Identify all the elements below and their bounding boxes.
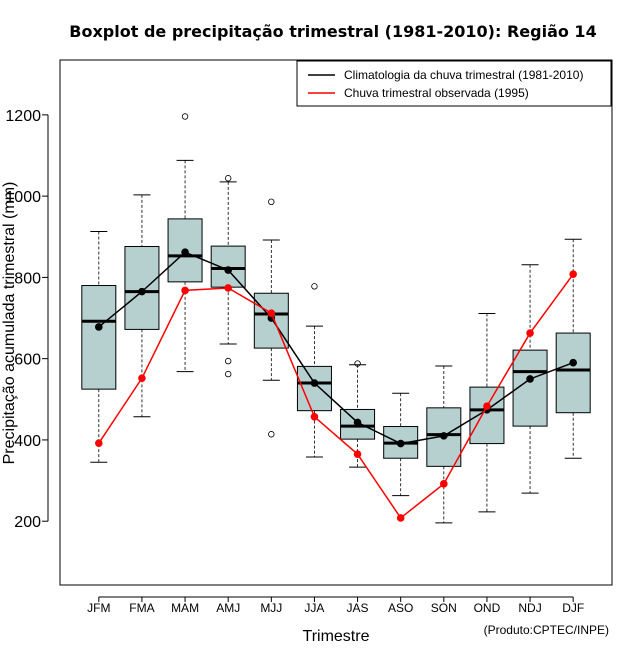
x-tick-label: NDJ	[518, 601, 541, 615]
series-observed	[95, 270, 577, 522]
y-axis-title: Precipitação acumulada trimestral (mm)	[1, 182, 18, 465]
x-tick-label: JJA	[304, 601, 324, 615]
series-point	[181, 286, 189, 295]
series-point	[440, 432, 448, 440]
y-tick-label: 600	[14, 352, 41, 369]
legend: Climatologia da chuva trimestral (1981-2…	[296, 60, 612, 107]
outlier-point	[224, 357, 232, 365]
box-FMA	[124, 194, 160, 418]
series-point	[310, 379, 319, 387]
outlier-point	[268, 198, 275, 206]
x-tick-label: FMA	[129, 601, 154, 615]
box-iqr	[555, 332, 591, 414]
box-iqr	[512, 349, 548, 427]
legend-label-climatology: Climatologia da chuva trimestral (1981-2…	[344, 68, 583, 82]
plot-frame	[59, 59, 613, 586]
series-point	[138, 287, 146, 296]
outlier-point	[181, 113, 189, 120]
legend-label-observed: Chuva trimestral observada (1995)	[344, 86, 529, 100]
outlier-point	[268, 431, 275, 438]
box-NDJ	[512, 264, 548, 494]
box-iqr	[81, 285, 117, 390]
box-AMJ	[210, 175, 246, 378]
series-lines	[95, 248, 577, 522]
series-line	[98, 273, 574, 520]
box-iqr	[469, 386, 505, 445]
y-tick-label: 400	[14, 433, 41, 450]
series-point	[224, 266, 232, 274]
series-point	[95, 439, 103, 447]
box-DJF	[555, 238, 591, 459]
x-tick-label: OND	[474, 601, 501, 615]
x-tick-label: ASO	[388, 601, 413, 615]
series-point	[396, 514, 405, 522]
x-tick-label: SON	[431, 601, 457, 615]
series-point	[440, 480, 448, 488]
series-line	[98, 251, 574, 445]
outlier-point	[224, 370, 232, 378]
series-point	[138, 374, 146, 382]
x-axis-title: Trimestre	[303, 628, 370, 645]
outlier-point	[354, 360, 361, 367]
x-tick-label: AMJ	[216, 601, 240, 615]
x-tick-label: JFM	[87, 601, 110, 615]
x-tick-label: JAS	[347, 601, 369, 615]
series-point	[526, 329, 534, 337]
x-tick-label: MAM	[171, 601, 199, 615]
series-point	[483, 402, 491, 411]
series-point	[224, 284, 232, 292]
series-point	[353, 418, 362, 427]
y-tick-label: 1200	[5, 108, 41, 125]
legend-box	[296, 60, 612, 107]
product-credit: (Produto:CPTEC/INPE)	[484, 623, 609, 637]
box-MAM	[167, 113, 203, 373]
series-point	[569, 270, 577, 278]
outlier-point	[224, 175, 232, 182]
series-climatology	[95, 248, 577, 448]
x-tick-label: DJF	[562, 601, 584, 615]
x-tick-label: MJJ	[260, 601, 282, 615]
series-point	[396, 439, 405, 448]
boxes	[81, 113, 591, 524]
series-point	[267, 309, 276, 317]
box-SON	[426, 365, 462, 524]
series-point	[181, 248, 189, 257]
chart-title: Boxplot de precipitação trimestral (1981…	[69, 22, 596, 41]
box-JJA	[296, 283, 332, 458]
series-point	[526, 375, 534, 383]
x-axis: JFM FMA MAM AMJ MJJ JJA JAS ASO SON OND NDJ DJF	[87, 596, 584, 615]
series-point	[569, 358, 577, 367]
box-OND	[469, 313, 505, 513]
series-point	[310, 412, 319, 421]
y-tick-label: 1000	[5, 189, 41, 206]
series-point	[353, 450, 362, 458]
box-JFM	[81, 230, 117, 463]
outlier-point	[311, 283, 318, 290]
y-tick-label: 200	[14, 514, 41, 531]
y-tick-label: 800	[14, 270, 41, 287]
series-point	[95, 323, 103, 331]
y-axis: 200 400 600 800 1000 1200	[5, 108, 49, 531]
